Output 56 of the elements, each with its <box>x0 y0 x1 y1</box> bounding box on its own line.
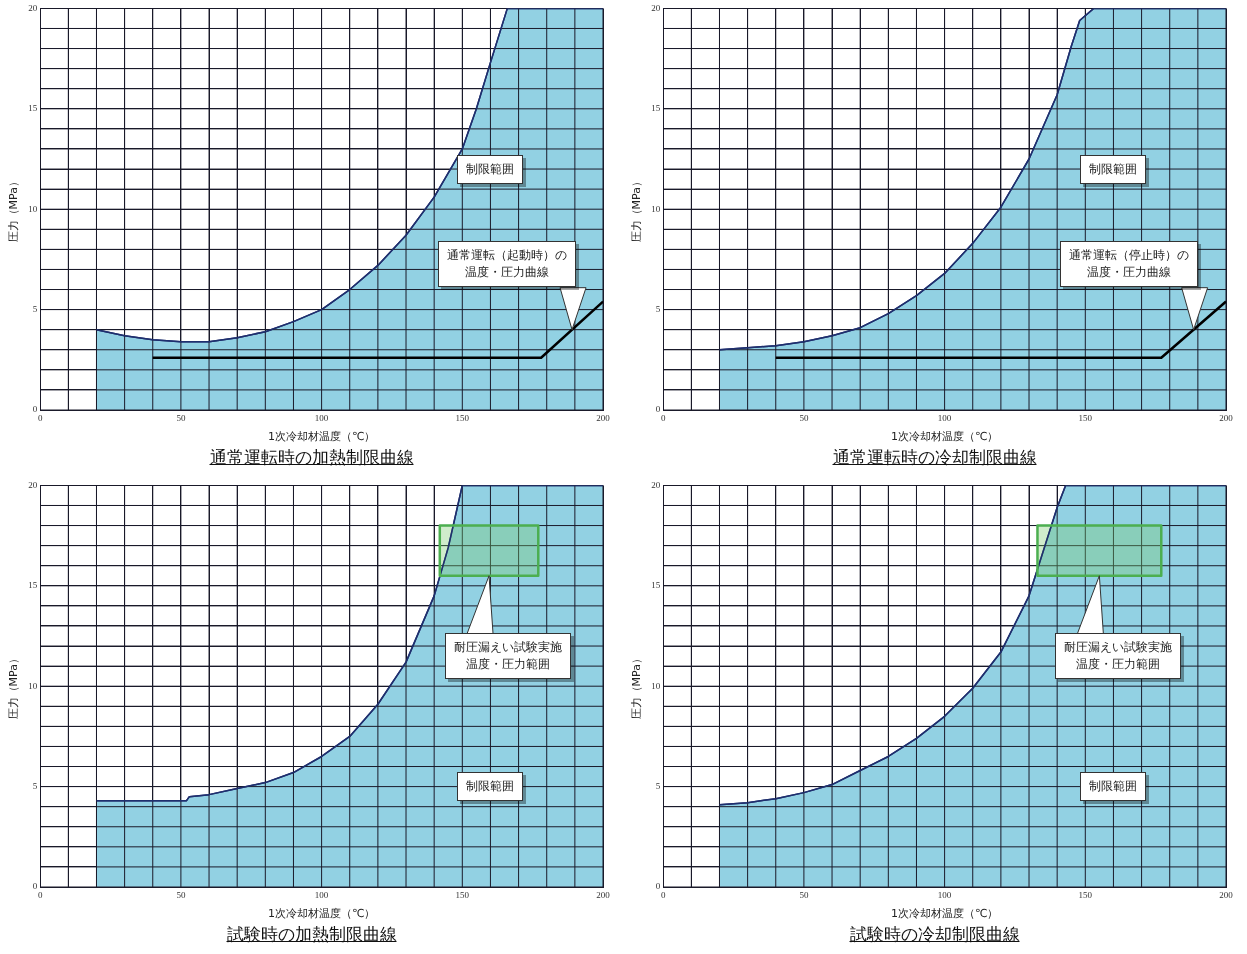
y-tick-label: 20 <box>28 2 38 13</box>
y-tick-label: 20 <box>28 479 38 490</box>
y-axis-title: 圧力（MPa） <box>7 653 21 720</box>
x-tick-label: 150 <box>455 889 470 900</box>
y-tick-label: 15 <box>28 103 38 114</box>
x-tick-label: 100 <box>937 412 952 423</box>
y-tick-label: 10 <box>651 680 661 691</box>
annotation: 制限範囲 <box>457 772 524 802</box>
text: 試験時の冷却制限曲線 <box>848 924 1021 946</box>
x-tick-label: 100 <box>314 412 329 423</box>
y-axis-title: 圧力（MPa） <box>630 176 644 243</box>
annotation: 制限範囲 <box>1080 154 1147 184</box>
x-tick-label: 100 <box>314 889 329 900</box>
y-tick-label: 10 <box>651 203 661 214</box>
x-axis-title: 1次冷却材温度（℃） <box>890 430 999 444</box>
x-tick-label: 50 <box>176 889 186 900</box>
x-tick-label: 50 <box>799 412 809 423</box>
y-tick-label: 0 <box>32 881 38 892</box>
text: 試験時の加熱制限曲線 <box>225 924 398 946</box>
y-axis-title: 圧力（MPa） <box>630 653 644 720</box>
x-tick-label: 200 <box>1219 412 1234 423</box>
y-tick-label: 20 <box>651 479 661 490</box>
y-tick-label: 10 <box>28 203 38 214</box>
annotation: 通常運転（起動時）の温度・圧力曲線 <box>438 240 577 287</box>
y-tick-label: 0 <box>655 404 661 415</box>
y-tick-label: 15 <box>28 580 38 591</box>
y-tick-label: 5 <box>655 303 661 314</box>
x-tick-label: 200 <box>1219 889 1234 900</box>
y-tick-label: 0 <box>32 404 38 415</box>
y-tick-label: 5 <box>655 780 661 791</box>
x-tick-label: 50 <box>799 889 809 900</box>
y-tick-label: 5 <box>32 303 38 314</box>
annotation: 制限範囲 <box>457 154 524 184</box>
annotation: 通常運転（停止時）の温度・圧力曲線 <box>1059 240 1198 287</box>
annotation: 耐圧漏えい試験実施温度・圧力範囲 <box>1055 632 1182 679</box>
y-tick-label: 5 <box>32 780 38 791</box>
annotation: 耐圧漏えい試験実施温度・圧力範囲 <box>445 632 572 679</box>
x-tick-label: 100 <box>937 889 952 900</box>
x-tick-label: 200 <box>596 412 611 423</box>
y-tick-label: 0 <box>655 881 661 892</box>
annotation: 制限範囲 <box>1080 772 1147 802</box>
text: 通常運転時の加熱制限曲線 <box>208 447 415 469</box>
text: 通常運転時の冷却制限曲線 <box>831 447 1038 469</box>
y-tick-label: 15 <box>651 580 661 591</box>
x-tick-label: 150 <box>1078 889 1093 900</box>
x-tick-label: 50 <box>176 412 186 423</box>
x-tick-label: 150 <box>1078 412 1093 423</box>
x-tick-label: 200 <box>596 889 611 900</box>
x-axis-title: 1次冷却材温度（℃） <box>267 430 376 444</box>
y-tick-label: 15 <box>651 103 661 114</box>
y-tick-label: 10 <box>28 680 38 691</box>
x-tick-label: 150 <box>455 412 470 423</box>
y-axis-title: 圧力（MPa） <box>7 176 21 243</box>
y-tick-label: 20 <box>651 2 661 13</box>
x-axis-title: 1次冷却材温度（℃） <box>890 907 999 921</box>
x-axis-title: 1次冷却材温度（℃） <box>267 907 376 921</box>
